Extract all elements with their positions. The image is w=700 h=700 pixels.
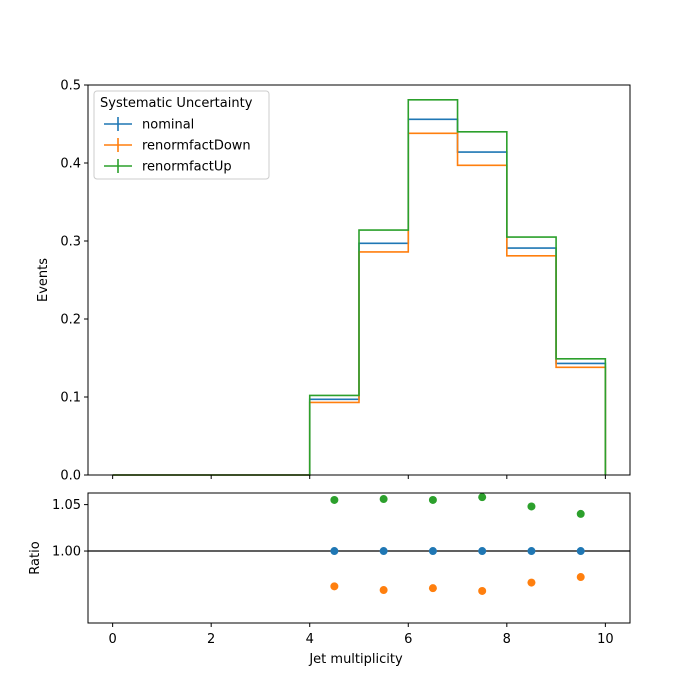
ratio-points (330, 493, 585, 595)
main-y-tick-label: 0.5 (60, 79, 81, 94)
main-y-tick-label: 0.3 (60, 235, 81, 250)
ratio-point-renormfactUp (576, 509, 585, 518)
ratio-y-tick-label: 1.05 (52, 498, 81, 513)
ratio-y-ticks: 1.00 1.05 (52, 498, 88, 560)
ratio-y-tick-label: 1.00 (52, 545, 81, 560)
ratio-point-nominal (478, 547, 487, 556)
ratio-y-axis-label: Ratio (28, 541, 43, 574)
main-y-ticks: 0.0 0.1 0.2 0.3 0.4 0.5 (60, 79, 88, 484)
x-tick-label: 0 (108, 632, 116, 647)
main-y-tick-label: 0.1 (60, 391, 81, 406)
main-plot-frame (87, 84, 631, 476)
ratio-point-nominal (379, 547, 388, 556)
ratio-point-nominal (576, 547, 585, 556)
ratio-x-ticks: 0 2 4 6 8 10 (108, 623, 614, 647)
main-y-tick-label: 0.0 (60, 469, 81, 484)
ratio-panel: 1.00 1.05 0 2 4 6 8 10 Ratio Jet multiplicity (28, 492, 631, 667)
ratio-point-renormfactUp (379, 495, 388, 504)
main-y-tick-label: 0.2 (60, 313, 81, 328)
ratio-point-renormfactUp (478, 493, 487, 502)
ratio-point-renormfactDown (428, 584, 437, 593)
ratio-point-renormfactDown (576, 573, 585, 582)
main-y-axis-label: Events (36, 258, 51, 302)
ratio-point-renormfactUp (428, 495, 437, 504)
ratio-point-renormfactDown (478, 586, 487, 595)
ratio-point-renormfactDown (527, 578, 536, 587)
x-tick-label: 2 (207, 632, 215, 647)
x-axis-label: Jet multiplicity (308, 652, 403, 667)
ratio-point-nominal (330, 547, 339, 556)
ratio-point-renormfactDown (330, 582, 339, 591)
x-tick-label: 6 (404, 632, 412, 647)
main-histogram-panel: 0.0 0.1 0.2 0.3 0.4 0.5 Events Systematic Unc… (36, 79, 631, 484)
x-tick-label: 8 (503, 632, 511, 647)
x-tick-label: 4 (306, 632, 314, 647)
legend-title: Systematic Uncertainty (100, 96, 253, 111)
legend-label-renormfactUp: renormfactUp (142, 160, 232, 175)
ratio-plot-frame (87, 492, 631, 624)
legend-box (93, 90, 270, 180)
ratio-point-renormfactUp (330, 495, 339, 504)
legend-label-nominal: nominal (142, 118, 194, 133)
ratio-point-nominal (527, 547, 536, 556)
legend-label-renormfactDown: renormfactDown (142, 139, 251, 154)
main-x-ticks (112, 475, 606, 479)
ratio-point-renormfactDown (379, 586, 388, 595)
main-y-tick-label: 0.4 (60, 157, 81, 172)
ratio-point-nominal (428, 547, 437, 556)
x-tick-label: 10 (597, 632, 614, 647)
ratio-point-renormfactUp (527, 502, 536, 511)
legend-entries: nominal renormfactDown renormfactUp (104, 117, 251, 175)
legend: Systematic Uncertainty nominal renormfact… (93, 90, 270, 180)
